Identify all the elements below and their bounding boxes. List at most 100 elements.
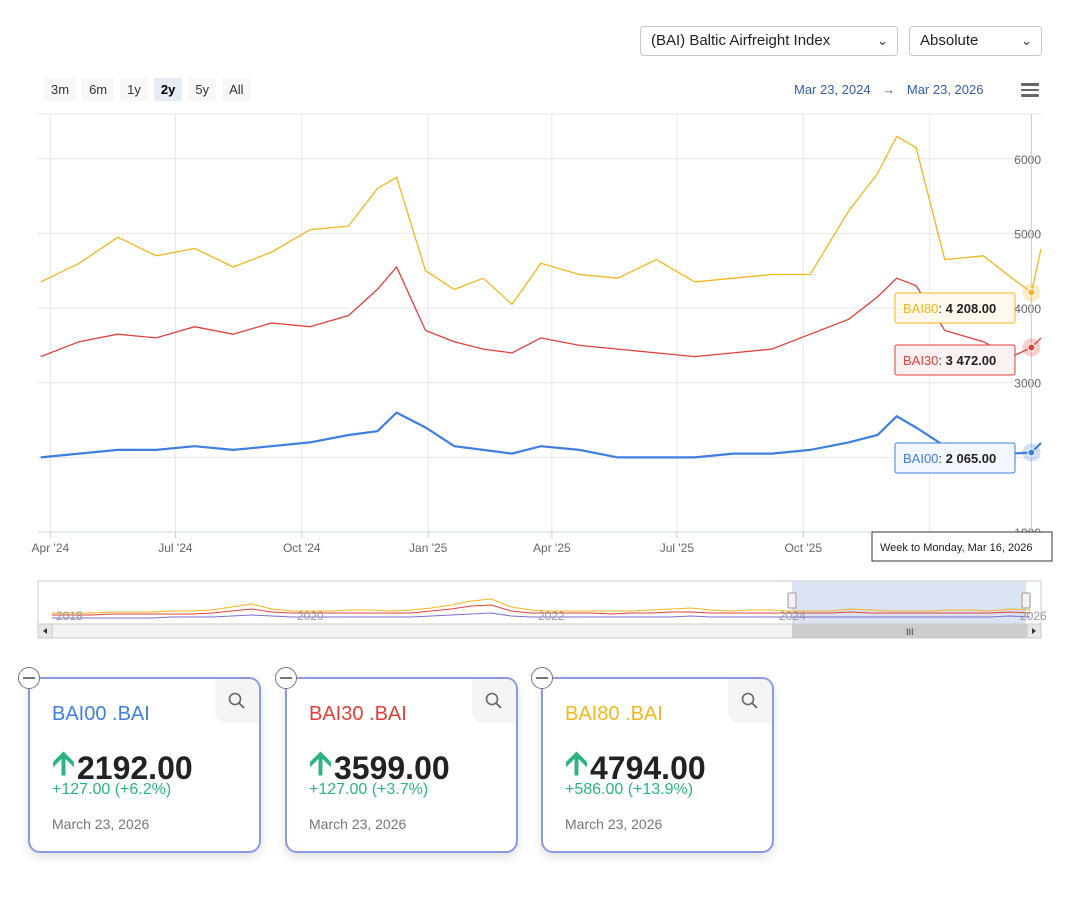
navigator-line <box>52 612 1031 619</box>
series-line-bai00 <box>40 411 1042 459</box>
chart-series <box>40 135 1042 462</box>
series-label-text: BAI00: 2 065.00 <box>903 451 996 466</box>
series-label-sep: : <box>938 301 945 316</box>
card-value-text: 2192.00 <box>76 749 193 786</box>
card-series-name: BAI80 .BAI <box>565 703 663 725</box>
range-6m-button[interactable]: 6m <box>82 78 115 101</box>
card-value: 🡩 2192.00 <box>52 741 193 795</box>
tooltip-text: Week to Monday, Mar 16, 2026 <box>880 542 1032 554</box>
y-tick-label: 6000 <box>1014 153 1041 167</box>
date-to-input[interactable]: Mar 23, 2026 <box>906 82 984 97</box>
card-change: +586.00 (+13.9%) <box>565 781 694 798</box>
series-labels: BAI80: 4 208.00 BAI30: 3 472.00 BAI00: 2 0… <box>871 292 1053 562</box>
navigator-year-label: 2018 <box>56 609 83 623</box>
series-card-bai80: BAI80 .BAI 🡩 4794.00 +586.00 (+13.9%) Mar… <box>531 667 774 853</box>
remove-icon[interactable] <box>18 667 40 689</box>
series-label-sep: : <box>938 451 945 466</box>
navigator-year-label: 2020 <box>297 609 324 623</box>
x-tick-label: Jan '25 <box>409 541 448 555</box>
card-series-name: BAI30 .BAI <box>309 703 407 725</box>
card-value-text: 3599.00 <box>333 749 450 786</box>
index-select[interactable]: (BAI) Baltic Airfreight Index ⌄ <box>640 26 898 56</box>
caret-right-icon <box>1032 628 1036 634</box>
card-change: +127.00 (+6.2%) <box>52 781 172 798</box>
remove-icon[interactable] <box>531 667 553 689</box>
x-tick-label: Apr '24 <box>32 541 70 555</box>
series-label-box <box>894 442 1016 474</box>
navigator-year-label: 2022 <box>538 609 565 623</box>
navigator-handle[interactable] <box>1021 592 1031 609</box>
index-select-value: (BAI) Baltic Airfreight Index <box>651 32 831 49</box>
series-line-bai80 <box>40 135 1042 306</box>
range-all-button[interactable]: All <box>222 78 251 101</box>
search-icon <box>741 692 758 709</box>
series-label-bai00: BAI00: 2 065.00 <box>894 442 1016 474</box>
scrollbar-grip-icon: III <box>906 627 914 637</box>
series-label-name: BAI00 <box>903 451 938 466</box>
series-label-value: 3 472.00 <box>946 353 997 368</box>
mode-select-value: Absolute <box>920 32 979 49</box>
tooltip-box <box>871 531 1053 562</box>
chevron-down-icon: ⌄ <box>877 33 888 48</box>
card-series-name: BAI00 .BAI <box>52 703 150 725</box>
date-tooltip: Week to Monday, Mar 16, 2026 <box>871 531 1053 562</box>
chevron-down-icon: ⌄ <box>1021 33 1032 48</box>
search-button[interactable] <box>215 679 259 723</box>
range-selector: 3m 6m 1y 2y 5y All <box>44 78 257 101</box>
range-2y-button[interactable]: 2y <box>153 78 183 101</box>
date-from-input[interactable]: Mar 23, 2024 <box>794 82 871 97</box>
navigator-handle[interactable] <box>787 592 797 609</box>
mode-select[interactable]: Absolute ⌄ <box>909 26 1042 56</box>
x-tick-label: Jul '24 <box>158 541 193 555</box>
range-1y-button[interactable]: 1y <box>120 78 148 101</box>
search-icon <box>228 692 245 709</box>
navigator-year-label: 2024 <box>779 609 806 623</box>
card-value-text: 4794.00 <box>589 749 706 786</box>
remove-icon[interactable] <box>275 667 297 689</box>
hamburger-menu-icon[interactable] <box>1021 83 1039 97</box>
arrow-up-icon: 🡩 <box>52 745 75 781</box>
card-value: 🡩 3599.00 <box>309 741 450 795</box>
arrow-up-icon: 🡩 <box>565 745 588 781</box>
range-5y-button[interactable]: 5y <box>188 78 217 101</box>
hover-marker <box>1027 448 1036 457</box>
series-label-text: BAI80: 4 208.00 <box>903 301 996 316</box>
series-card-bai00: BAI00 .BAI 🡩 2192.00 +127.00 (+6.2%) Marc… <box>18 667 261 853</box>
series-label-bai80: BAI80: 4 208.00 <box>894 292 1016 324</box>
hover-marker <box>1027 343 1036 352</box>
hover-marker <box>1027 288 1036 297</box>
series-card-bai30: BAI30 .BAI 🡩 3599.00 +127.00 (+3.7%) Marc… <box>275 667 518 853</box>
series-line-bai30 <box>40 265 1042 358</box>
series-label-value: 4 208.00 <box>946 301 997 316</box>
x-tick-label: Apr '25 <box>533 541 571 555</box>
y-tick-label: 3000 <box>1014 377 1041 391</box>
navigator[interactable]: 2018 2020 2022 2024 2026 III <box>37 580 1047 639</box>
x-tick-label: Jul '25 <box>660 541 695 555</box>
caret-left-icon <box>43 628 47 634</box>
search-button[interactable] <box>728 679 772 723</box>
arrow-right-icon: → <box>882 82 896 97</box>
navigator-year-label: 2026 <box>1020 609 1047 623</box>
series-label-name: BAI30 <box>903 353 938 368</box>
navigator-selection[interactable] <box>792 581 1026 624</box>
card-value: 🡩 4794.00 <box>565 741 706 795</box>
series-label-bai30: BAI30: 3 472.00 <box>894 344 1016 376</box>
series-label-name: BAI80 <box>903 301 938 316</box>
card-change: +127.00 (+3.7%) <box>309 781 429 798</box>
range-3m-button[interactable]: 3m <box>44 78 77 101</box>
navigator-line <box>52 604 1031 616</box>
card-date: March 23, 2026 <box>565 816 663 832</box>
search-button[interactable] <box>472 679 516 723</box>
scrollbar-thumb[interactable] <box>792 624 1027 638</box>
series-label-text: BAI30: 3 472.00 <box>903 353 996 368</box>
y-tick-label: 4000 <box>1014 302 1041 316</box>
date-range: Mar 23, 2024 → Mar 23, 2026 <box>794 82 991 97</box>
series-label-value: 2 065.00 <box>946 451 997 466</box>
x-tick-label: Oct '25 <box>784 541 822 555</box>
card-date: March 23, 2026 <box>52 816 150 832</box>
series-label-box <box>894 344 1016 376</box>
x-tick-label: Oct '24 <box>283 541 321 555</box>
search-icon <box>485 692 502 709</box>
